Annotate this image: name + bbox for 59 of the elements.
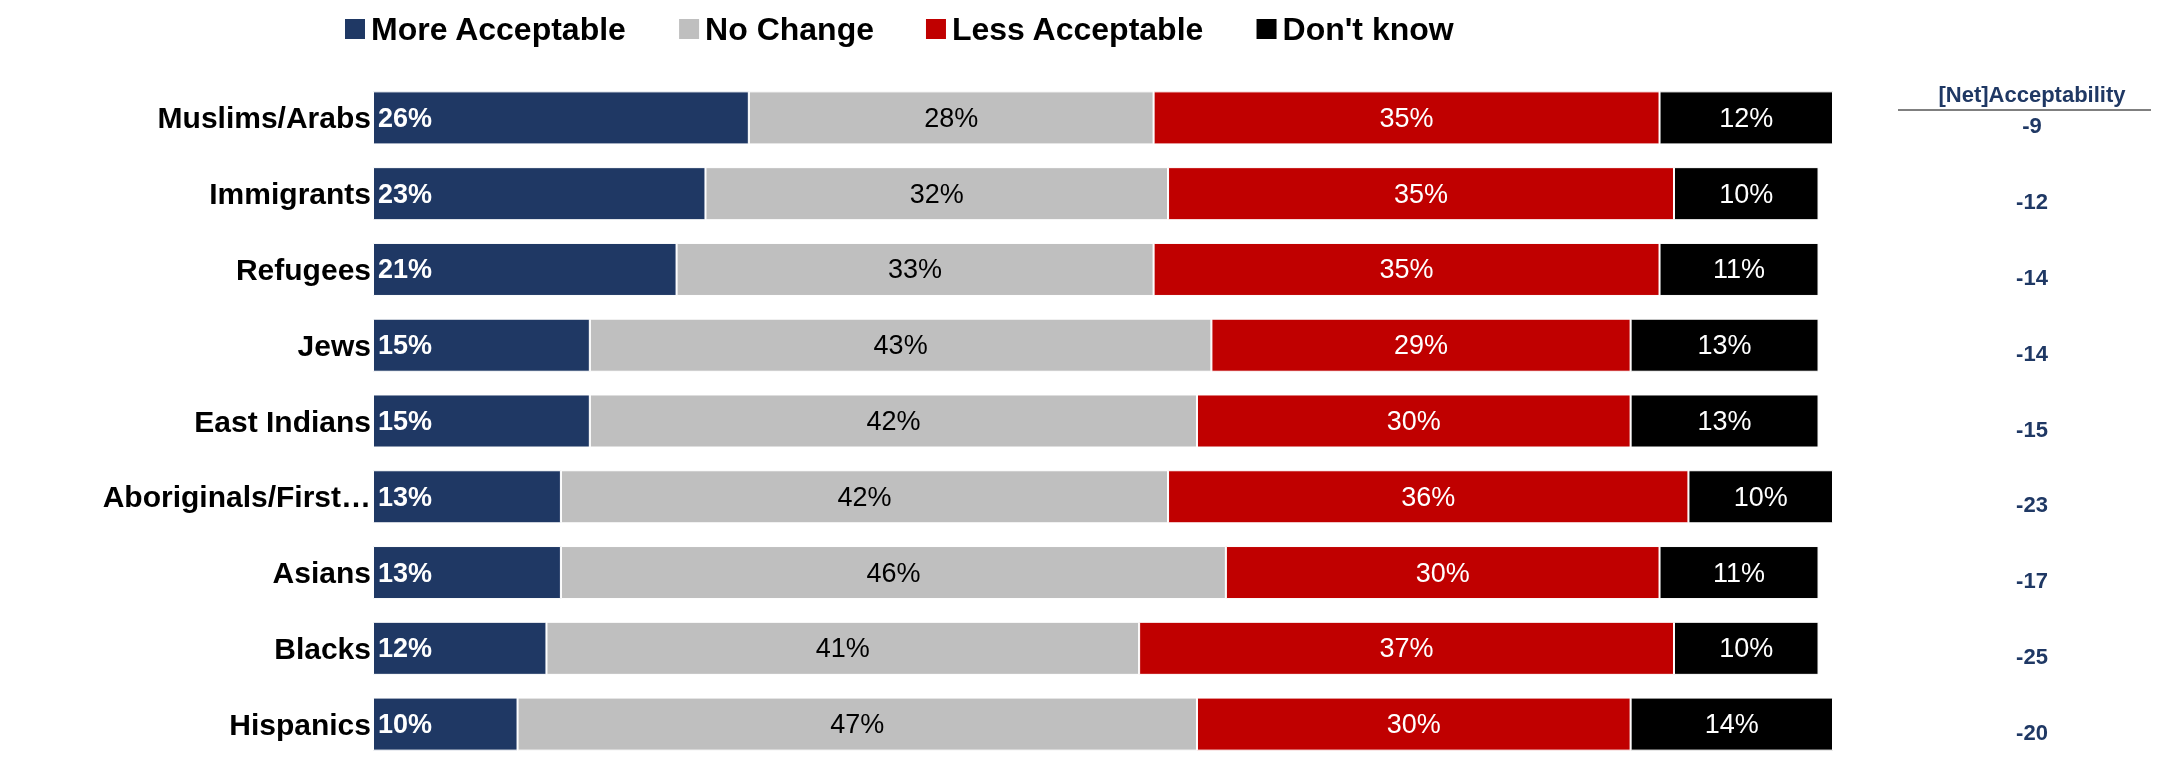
y-tick-label: Aboriginals/First… bbox=[102, 480, 371, 514]
text: -9 bbox=[2022, 113, 2042, 139]
data-label: 13% bbox=[1697, 330, 1752, 361]
data-label: 11% bbox=[1713, 254, 1766, 285]
legend-label: Less Acceptable bbox=[951, 11, 1204, 47]
data-label: 30% bbox=[1386, 406, 1441, 436]
y-tick-label: Hispanics bbox=[229, 707, 371, 741]
y-tick-label: Immigrants bbox=[209, 177, 371, 211]
data-label: 23% bbox=[378, 178, 433, 209]
y-tick-label: Refugees bbox=[235, 252, 371, 286]
data-label: 13% bbox=[378, 481, 433, 512]
data-label: 26% bbox=[378, 102, 433, 133]
text: -17 bbox=[2016, 568, 2048, 594]
data-label: 35% bbox=[1379, 102, 1434, 133]
text: -20 bbox=[2016, 719, 2048, 745]
data-label: 32% bbox=[909, 178, 964, 209]
text: -23 bbox=[2016, 492, 2048, 518]
text: -14 bbox=[2016, 340, 2049, 366]
data-label: 33% bbox=[888, 254, 943, 285]
data-label: 35% bbox=[1379, 254, 1434, 285]
data-label: 14% bbox=[1704, 709, 1759, 740]
legend-label: Don't know bbox=[1282, 11, 1454, 47]
data-label: 15% bbox=[378, 406, 433, 436]
data-label: 10% bbox=[1733, 481, 1788, 512]
data-label: 13% bbox=[1697, 406, 1752, 436]
text: -15 bbox=[2016, 416, 2048, 442]
legend-label: More Acceptable bbox=[371, 11, 626, 47]
data-label: 36% bbox=[1401, 481, 1456, 512]
data-label: 13% bbox=[378, 557, 433, 588]
data-label: 10% bbox=[1719, 633, 1774, 664]
data-label: 42% bbox=[837, 481, 892, 512]
text: -25 bbox=[2016, 643, 2048, 669]
text: [Net]Acceptability bbox=[1938, 81, 2127, 107]
data-label: 12% bbox=[378, 633, 433, 664]
data-label: 41% bbox=[815, 633, 870, 664]
data-label: 28% bbox=[924, 102, 979, 133]
data-label: 46% bbox=[866, 557, 921, 588]
legend-label: No Change bbox=[705, 11, 874, 47]
data-label: 30% bbox=[1386, 709, 1441, 740]
data-label: 47% bbox=[830, 709, 885, 740]
data-label: 10% bbox=[1719, 178, 1774, 209]
y-tick-label: Asians bbox=[272, 556, 371, 590]
data-label: 43% bbox=[873, 330, 928, 361]
y-tick-label: Muslims/Arabs bbox=[157, 101, 371, 135]
data-label: 29% bbox=[1394, 330, 1449, 361]
y-tick-label: Jews bbox=[297, 328, 371, 362]
data-label: 42% bbox=[866, 406, 921, 436]
y-tick-label: East Indians bbox=[194, 404, 371, 438]
data-label: 11% bbox=[1713, 557, 1766, 588]
data-label: 12% bbox=[1719, 102, 1774, 133]
text: -14 bbox=[2016, 264, 2049, 290]
y-tick-label: Blacks bbox=[274, 631, 371, 665]
data-label: 30% bbox=[1415, 557, 1470, 588]
data-label: 15% bbox=[378, 330, 433, 361]
data-label: 21% bbox=[378, 254, 433, 285]
text: -12 bbox=[2016, 189, 2048, 215]
data-label: 37% bbox=[1379, 633, 1434, 664]
data-label: 35% bbox=[1394, 178, 1449, 209]
data-label: 10% bbox=[378, 709, 433, 740]
